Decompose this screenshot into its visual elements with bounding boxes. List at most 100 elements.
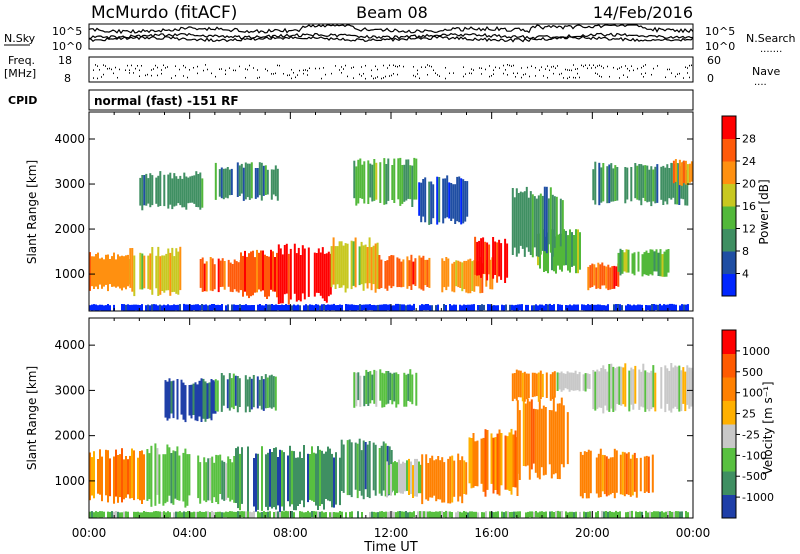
- power-cell: [151, 175, 154, 206]
- velocity-cell: [598, 371, 601, 408]
- power-cell: [361, 304, 363, 311]
- power-cell: [327, 304, 329, 311]
- power-colorbar-swatch: [722, 138, 736, 162]
- nave-mark: [325, 73, 326, 76]
- velocity-cell: [463, 460, 466, 494]
- power-cell: [297, 304, 299, 311]
- power-cell: [248, 163, 251, 200]
- freq-mark: [377, 68, 378, 71]
- time-tick-label: 00:00: [676, 526, 711, 540]
- velocity-cell: [404, 462, 406, 492]
- velocity-cell: [537, 372, 540, 402]
- power-cell: [422, 255, 425, 291]
- power-cell: [531, 194, 534, 258]
- power-cell: [645, 305, 647, 311]
- velocity-cell: [624, 363, 627, 407]
- velocity-cell: [170, 453, 173, 504]
- power-cell: [469, 258, 472, 294]
- velocity-cell: [143, 511, 145, 518]
- velocity-cell: [421, 454, 424, 505]
- power-cell: [147, 178, 150, 204]
- power-colorbar-tick-label: 16: [742, 200, 756, 213]
- velocity-cell: [408, 458, 410, 495]
- power-cell: [161, 305, 163, 311]
- velocity-cell: [611, 511, 613, 518]
- velocity-region-5: [386, 458, 422, 498]
- nave-mark: [413, 74, 414, 77]
- power-cell: [645, 250, 648, 276]
- freq-mark: [535, 66, 536, 69]
- velocity-cell: [199, 462, 202, 504]
- velocity-cell: [121, 512, 123, 518]
- power-cell: [173, 256, 176, 292]
- velocity-cell: [214, 379, 217, 411]
- velocity-cell: [553, 512, 555, 518]
- velocity-cell: [409, 369, 412, 402]
- power-cell: [277, 244, 280, 304]
- velocity-cell: [221, 460, 224, 500]
- nave-mark: [321, 77, 322, 80]
- nave-mark: [643, 76, 644, 78]
- power-cell: [483, 304, 485, 311]
- power-cell: [141, 253, 144, 290]
- power-cell: [428, 181, 431, 225]
- power-cell: [197, 174, 200, 208]
- power-cell: [283, 245, 286, 295]
- freq-mark: [433, 69, 434, 71]
- freq-mark: [127, 64, 128, 67]
- velocity-cell: [207, 511, 209, 518]
- time-axis-label: Time UT: [363, 540, 417, 554]
- power-cell: [592, 169, 595, 201]
- velocity-cell: [378, 448, 381, 494]
- velocity-cell: [531, 511, 533, 518]
- power-cell: [649, 249, 652, 275]
- power-cell: [191, 175, 194, 203]
- velocity-ylabel: Slant Range [km]: [25, 366, 39, 470]
- nave-mark: [567, 77, 568, 80]
- freq-mark: [687, 67, 688, 69]
- velocity-cell: [115, 511, 117, 518]
- velocity-cell: [164, 380, 167, 418]
- velocity-cell: [585, 451, 588, 499]
- nave-mark: [619, 77, 620, 79]
- power-cell: [113, 304, 115, 311]
- velocity-cell: [285, 510, 287, 518]
- velocity-cell: [226, 379, 229, 409]
- velocity-cell: [472, 433, 475, 488]
- velocity-cell: [256, 376, 259, 409]
- velocity-cell: [410, 461, 412, 495]
- power-cell: [167, 304, 169, 311]
- power-cell: [263, 305, 265, 311]
- freq-mark: [495, 66, 496, 69]
- power-cell: [183, 303, 185, 311]
- power-cell: [360, 241, 363, 285]
- freq-mark: [547, 65, 548, 67]
- power-cell: [347, 304, 349, 311]
- power-cell: [478, 240, 481, 276]
- power-cell: [149, 173, 152, 208]
- freq-mark: [239, 65, 240, 68]
- velocity-cell: [125, 511, 127, 518]
- power-cell: [217, 304, 219, 311]
- velocity-cell: [541, 511, 543, 518]
- velocity-cell: [241, 511, 243, 518]
- velocity-cell: [151, 512, 153, 518]
- nave-label: Nave: [752, 65, 780, 78]
- nave-mark: [341, 72, 342, 74]
- power-cell: [121, 304, 123, 311]
- velocity-cell: [119, 512, 121, 518]
- power-cell: [644, 165, 647, 202]
- velocity-cell: [629, 458, 632, 497]
- freq-panel: Freq. [MHz] 18 8 60 0 Nave ....: [4, 54, 780, 88]
- power-cell: [445, 257, 448, 291]
- velocity-cell: [211, 511, 213, 518]
- power-cell: [553, 304, 555, 311]
- freq-mark: [229, 67, 230, 69]
- freq-mark: [629, 69, 630, 72]
- power-cell: [95, 304, 97, 311]
- velocity-cell: [542, 405, 545, 476]
- power-cell: [272, 251, 274, 292]
- power-cell: [567, 305, 569, 311]
- velocity-cell: [573, 512, 575, 518]
